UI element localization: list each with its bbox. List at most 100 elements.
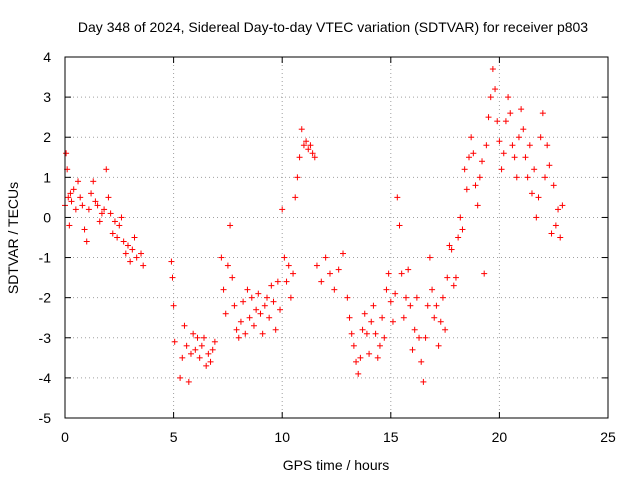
data-point bbox=[65, 194, 72, 201]
data-point bbox=[426, 254, 433, 261]
data-point bbox=[372, 330, 379, 337]
data-point bbox=[296, 154, 303, 161]
data-point bbox=[366, 350, 373, 357]
data-point bbox=[420, 378, 427, 385]
data-point bbox=[326, 270, 333, 277]
data-point bbox=[218, 254, 225, 261]
data-point bbox=[281, 254, 288, 261]
data-point bbox=[411, 326, 418, 333]
data-point bbox=[533, 214, 540, 221]
data-point bbox=[131, 234, 138, 241]
data-point bbox=[392, 290, 399, 297]
data-point bbox=[205, 350, 212, 357]
data-point bbox=[303, 138, 310, 145]
data-point bbox=[439, 294, 446, 301]
y-tick-label: -1 bbox=[39, 250, 52, 266]
data-point bbox=[94, 202, 101, 209]
data-point bbox=[255, 290, 262, 297]
data-point bbox=[170, 302, 177, 309]
data-point bbox=[513, 174, 520, 181]
data-point bbox=[370, 302, 377, 309]
data-point bbox=[179, 354, 186, 361]
data-point bbox=[396, 222, 403, 229]
y-tick-label: 4 bbox=[43, 49, 51, 65]
data-point bbox=[246, 314, 253, 321]
data-point bbox=[140, 262, 147, 269]
data-point bbox=[424, 302, 431, 309]
y-tick-label: -3 bbox=[39, 330, 52, 346]
data-point bbox=[114, 234, 121, 241]
data-point bbox=[403, 294, 410, 301]
data-point bbox=[459, 226, 466, 233]
data-point bbox=[98, 210, 105, 217]
data-point bbox=[437, 318, 444, 325]
data-point bbox=[448, 246, 455, 253]
data-point bbox=[353, 358, 360, 365]
data-point bbox=[542, 174, 549, 181]
data-point bbox=[446, 242, 453, 249]
data-point bbox=[233, 326, 240, 333]
data-point bbox=[261, 302, 268, 309]
data-point bbox=[133, 254, 140, 261]
data-point bbox=[524, 174, 531, 181]
plot-frame bbox=[64, 56, 609, 419]
data-point bbox=[479, 158, 486, 165]
data-point bbox=[307, 142, 314, 149]
grid bbox=[65, 57, 608, 418]
data-point bbox=[522, 154, 529, 161]
y-tick-label: 0 bbox=[43, 209, 51, 225]
data-point bbox=[220, 286, 227, 293]
data-point bbox=[431, 314, 438, 321]
data-point bbox=[557, 234, 564, 241]
data-point bbox=[383, 286, 390, 293]
data-point bbox=[348, 330, 355, 337]
data-point bbox=[470, 150, 477, 157]
data-point bbox=[481, 270, 488, 277]
data-point bbox=[398, 270, 405, 277]
data-point bbox=[387, 298, 394, 305]
data-point bbox=[528, 190, 535, 197]
data-point bbox=[105, 194, 112, 201]
data-point bbox=[452, 274, 459, 281]
data-point bbox=[476, 174, 483, 181]
data-point bbox=[107, 210, 114, 217]
data-point bbox=[300, 142, 307, 149]
y-tick-labels: 4 3 2 1 0 -1 -2 -3 -4 -5 bbox=[39, 49, 52, 426]
data-point bbox=[127, 258, 134, 265]
axis-ticks bbox=[64, 56, 609, 419]
data-point bbox=[109, 230, 116, 237]
data-point bbox=[88, 190, 95, 197]
data-point bbox=[72, 206, 79, 213]
data-point bbox=[422, 334, 429, 341]
data-point bbox=[509, 142, 516, 149]
data-point bbox=[463, 186, 470, 193]
data-point bbox=[240, 298, 247, 305]
data-point bbox=[520, 126, 527, 133]
data-point bbox=[268, 282, 275, 289]
data-point bbox=[279, 206, 286, 213]
data-point bbox=[483, 142, 490, 149]
data-point bbox=[355, 370, 362, 377]
y-axis-label: SDTVAR / TECUs bbox=[5, 182, 21, 294]
data-point bbox=[472, 182, 479, 189]
data-point bbox=[435, 342, 442, 349]
data-point bbox=[83, 238, 90, 245]
data-point bbox=[376, 342, 383, 349]
data-point bbox=[259, 330, 266, 337]
data-point bbox=[359, 326, 366, 333]
data-point bbox=[550, 182, 557, 189]
data-points bbox=[62, 66, 566, 385]
data-point bbox=[171, 338, 178, 345]
data-point bbox=[450, 282, 457, 289]
x-tick-labels: 0 5 10 15 20 25 bbox=[61, 429, 616, 445]
data-point bbox=[68, 198, 75, 205]
data-point bbox=[283, 278, 290, 285]
data-point bbox=[442, 326, 449, 333]
data-point bbox=[468, 134, 475, 141]
data-point bbox=[518, 106, 525, 113]
data-point bbox=[92, 198, 99, 205]
data-point bbox=[494, 118, 501, 125]
y-tick-label: -5 bbox=[39, 410, 52, 426]
data-point bbox=[346, 314, 353, 321]
data-point bbox=[465, 154, 472, 161]
